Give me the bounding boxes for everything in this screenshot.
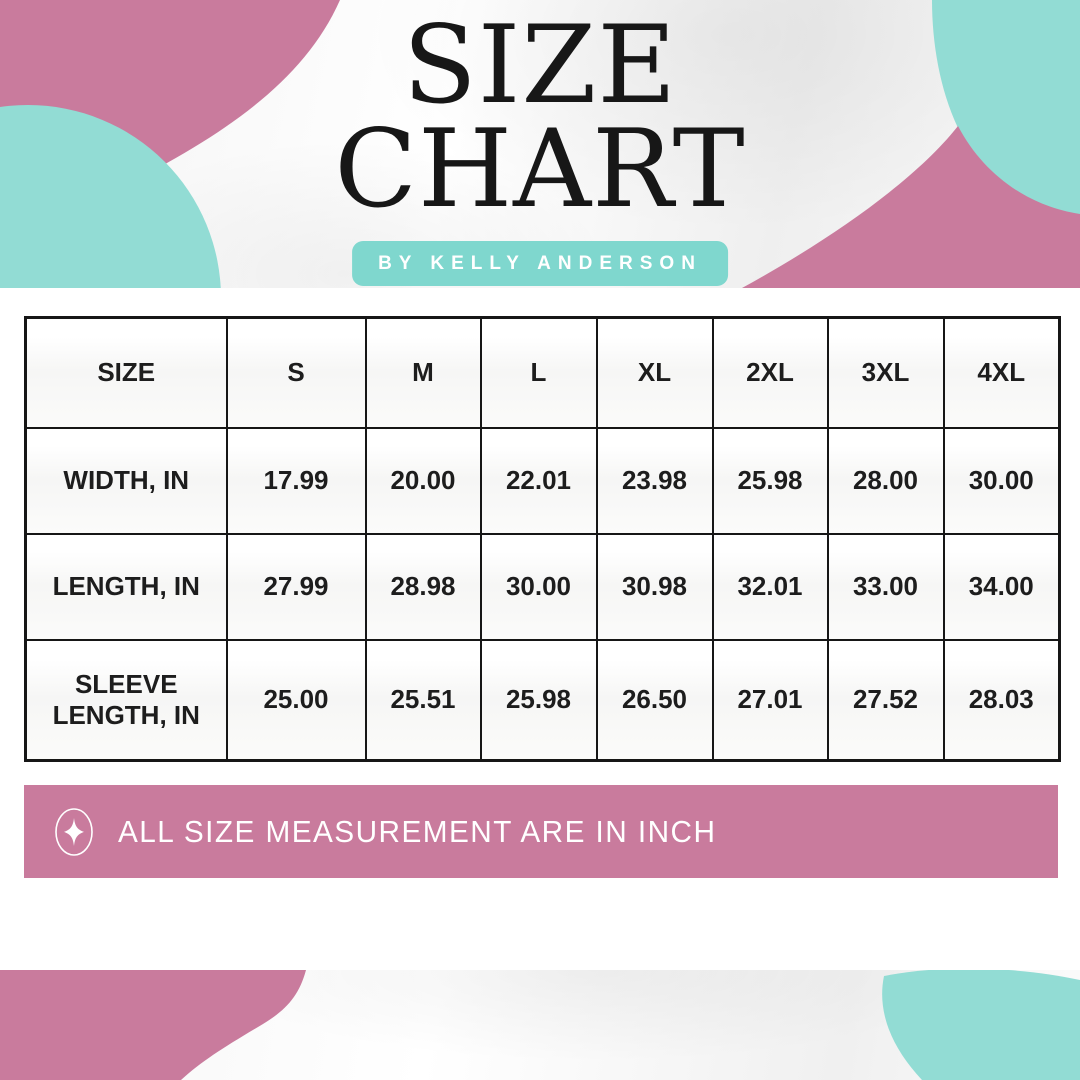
- pink-blob-top-right: [742, 126, 1080, 288]
- header-cell-xl: XL: [595, 316, 714, 429]
- value-cell: 32.01: [711, 532, 829, 641]
- header-cell-s: S: [225, 316, 367, 429]
- header-decor: SIZE CHART BY KELLY ANDERSON: [0, 0, 1080, 288]
- byline-badge: BY KELLY ANDERSON: [352, 241, 728, 286]
- size-table: SIZE S M L XL 2XL 3XL 4XL WIDTH, IN 17.9…: [24, 316, 1061, 762]
- title-line-1: SIZE: [402, 3, 678, 128]
- value-cell: 28.98: [364, 532, 482, 641]
- header-cell-3xl: 3XL: [826, 316, 945, 429]
- table-row-length: LENGTH, IN 27.99 28.98 30.00 30.98 32.01…: [24, 532, 1061, 641]
- value-cell: 27.99: [225, 532, 367, 641]
- value-cell: 27.52: [826, 638, 945, 762]
- title-line-2: CHART: [334, 107, 746, 232]
- value-cell: 22.01: [479, 426, 598, 535]
- value-cell: 25.51: [364, 638, 482, 762]
- table-row-sleeve-length: SLEEVE LENGTH, IN 25.00 25.51 25.98 26.5…: [24, 638, 1061, 762]
- header-cell-4xl: 4XL: [942, 316, 1061, 429]
- teal-blob-bottom-right: [882, 970, 1080, 1080]
- teal-blob-top-left: [0, 105, 221, 288]
- teal-blob-top-right: [932, 0, 1080, 220]
- value-cell: 26.50: [595, 638, 714, 762]
- decorative-blobs: [0, 0, 1080, 288]
- value-cell: 27.01: [711, 638, 829, 762]
- byline-text: BY KELLY ANDERSON: [378, 252, 702, 274]
- value-cell: 28.00: [826, 426, 945, 535]
- page-title: SIZE CHART: [0, 3, 1080, 232]
- row-label-cell: WIDTH, IN: [24, 426, 228, 535]
- note-banner: ALL SIZE MEASUREMENT ARE IN INCH: [24, 785, 1058, 878]
- header-cell-2xl: 2XL: [711, 316, 829, 429]
- row-label-cell: LENGTH, IN: [24, 532, 228, 641]
- value-cell: 17.99: [225, 426, 367, 535]
- table-header-row: SIZE S M L XL 2XL 3XL 4XL: [24, 316, 1061, 429]
- value-cell: 25.00: [225, 638, 367, 762]
- value-cell: 30.00: [942, 426, 1061, 535]
- header-cell-size: SIZE: [24, 316, 228, 429]
- value-cell: 25.98: [479, 638, 598, 762]
- value-cell: 30.00: [479, 532, 598, 641]
- sparkle-icon: [55, 807, 93, 856]
- table-row-width: WIDTH, IN 17.99 20.00 22.01 23.98 25.98 …: [24, 426, 1061, 535]
- row-label-cell: SLEEVE LENGTH, IN: [24, 638, 228, 762]
- value-cell: 25.98: [711, 426, 829, 535]
- value-cell: 33.00: [826, 532, 945, 641]
- value-cell: 30.98: [595, 532, 714, 641]
- value-cell: 28.03: [942, 638, 1061, 762]
- value-cell: 34.00: [942, 532, 1061, 641]
- header-cell-m: M: [364, 316, 482, 429]
- footer-decor: [0, 970, 1080, 1080]
- note-text: ALL SIZE MEASUREMENT ARE IN INCH: [118, 813, 717, 849]
- pink-blob-bottom-left: [0, 970, 306, 1080]
- decorative-blobs-bottom: [0, 970, 1080, 1080]
- value-cell: 20.00: [364, 426, 482, 535]
- value-cell: 23.98: [595, 426, 714, 535]
- header-cell-l: L: [479, 316, 598, 429]
